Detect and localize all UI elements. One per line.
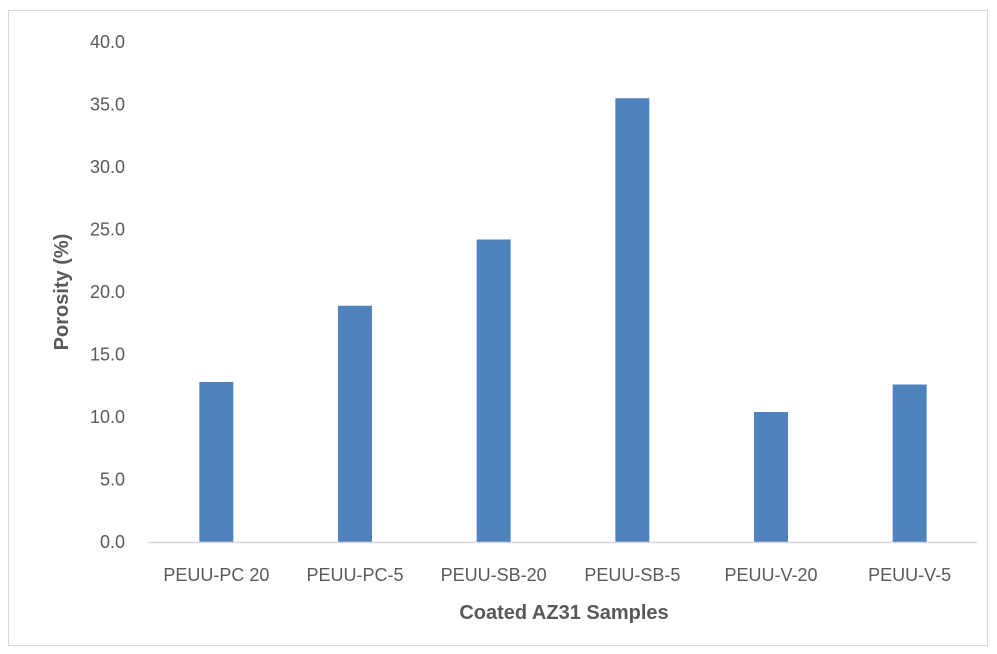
y-tick-label: 40.0 [90, 32, 125, 52]
x-tick-label: PEUU-SB-5 [584, 565, 680, 585]
y-tick-label: 10.0 [90, 407, 125, 427]
y-axis-title: Porosity (%) [51, 234, 73, 351]
bar [754, 412, 788, 542]
x-tick-label: PEUU-PC 20 [163, 565, 269, 585]
y-tick-label: 0.0 [100, 532, 125, 552]
bar [338, 305, 372, 542]
y-tick-label: 20.0 [90, 282, 125, 302]
y-tick-label: 25.0 [90, 220, 125, 240]
x-tick-label: PEUU-PC-5 [306, 565, 403, 585]
y-tick-label: 5.0 [100, 470, 125, 490]
bar [892, 384, 927, 542]
y-tick-label: 35.0 [90, 95, 125, 115]
x-tick-label: PEUU-V-20 [724, 565, 817, 585]
x-axis-title: Coated AZ31 Samples [459, 602, 668, 624]
bars [199, 98, 927, 542]
x-tick-label: PEUU-SB-20 [441, 565, 547, 585]
bar [199, 382, 234, 542]
x-tick-label: PEUU-V-5 [868, 565, 951, 585]
x-tick-labels: PEUU-PC 20 PEUU-PC-5 PEUU-SB-20 PEUU-SB-5 PE… [163, 565, 951, 585]
y-tick-labels: 0.0 5.0 10.0 15.0 20.0 25.0 30.0 35.0 40.0 [90, 32, 125, 552]
y-tick-label: 30.0 [90, 157, 125, 177]
y-tick-label: 15.0 [90, 345, 125, 365]
bar [476, 239, 511, 542]
bar [615, 98, 650, 542]
